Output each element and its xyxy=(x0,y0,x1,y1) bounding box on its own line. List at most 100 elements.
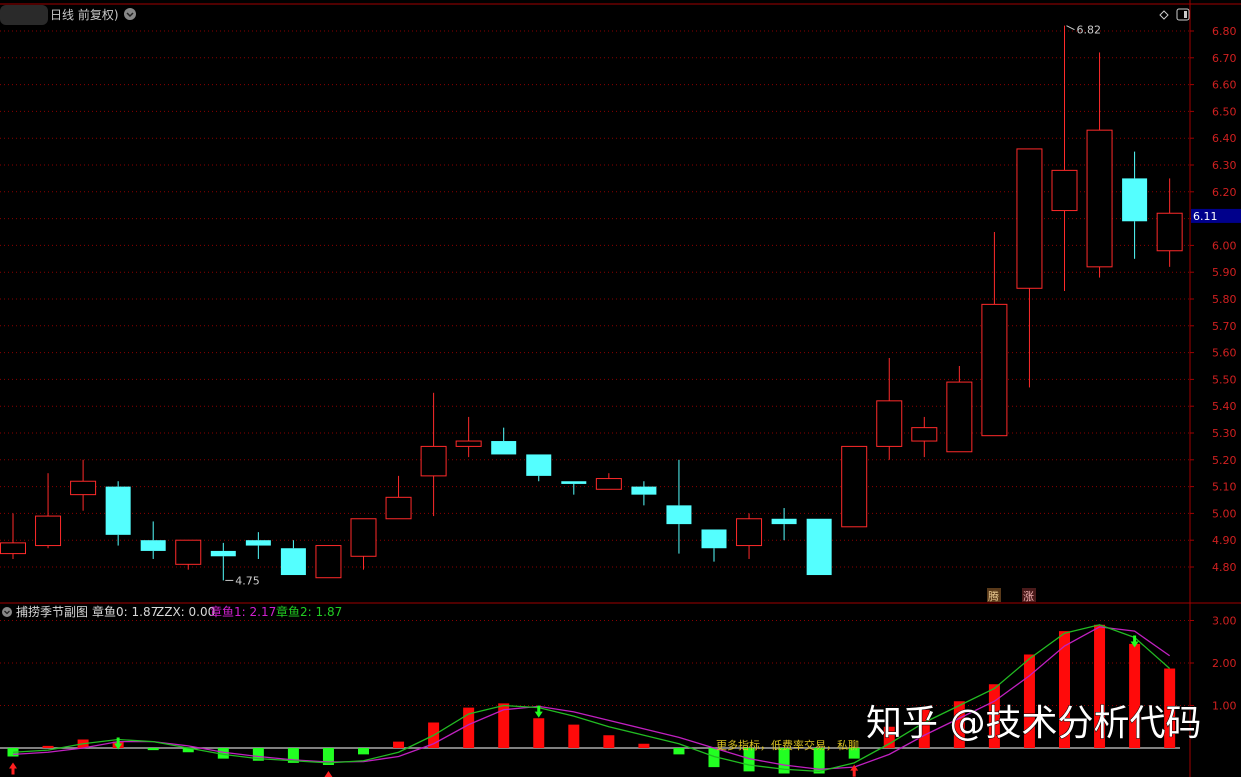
candle-body xyxy=(1016,148,1043,289)
candle xyxy=(946,366,973,453)
indicator-bar xyxy=(778,748,790,774)
legend-item: 章鱼2: 1.87 xyxy=(276,604,342,619)
candle xyxy=(841,445,868,528)
badge-bg xyxy=(1022,588,1036,602)
candle xyxy=(736,513,763,559)
price-tick-label: 6.70 xyxy=(1212,52,1237,65)
indicator-bar xyxy=(358,748,369,755)
indicator-line-章鱼1 xyxy=(12,626,1171,770)
indicator-bar xyxy=(708,748,720,768)
price-tick-label: 6.60 xyxy=(1212,79,1237,92)
candle xyxy=(70,459,97,511)
candle-body xyxy=(806,518,832,576)
candle-body xyxy=(595,478,622,490)
indicator-bar xyxy=(42,745,54,748)
price-tick-label: 5.10 xyxy=(1212,481,1237,494)
price-tick-label: 6.00 xyxy=(1212,239,1237,252)
candle-body xyxy=(666,505,692,525)
indicator-line-章鱼2 xyxy=(12,624,1171,773)
candle xyxy=(175,539,202,570)
chart-title: 日线 前复权) xyxy=(50,7,119,22)
candle xyxy=(631,481,657,506)
candle-body xyxy=(350,518,377,557)
indicator-name: 捕捞季节副图 xyxy=(16,604,88,619)
price-tick-label: 5.70 xyxy=(1212,320,1237,333)
candle-body xyxy=(70,480,97,496)
price-tick-label: 5.00 xyxy=(1212,507,1237,520)
price-tick-label: 5.50 xyxy=(1212,373,1237,386)
indicator-bar xyxy=(533,718,545,748)
candle xyxy=(981,232,1008,437)
candle xyxy=(1156,178,1183,267)
indicator-bar xyxy=(182,748,194,753)
candle xyxy=(105,481,131,546)
candle-body xyxy=(455,440,482,447)
candle xyxy=(1051,25,1078,291)
indicator-bar xyxy=(673,748,685,755)
candle xyxy=(491,427,517,455)
indicator-bar xyxy=(287,748,299,763)
candle-body xyxy=(35,515,62,547)
candle xyxy=(561,481,587,495)
indicator-bar xyxy=(393,741,405,748)
watermark: 知乎 @技术分析代码 xyxy=(866,703,1201,744)
legend-item: 章鱼1: 2.17 xyxy=(210,604,276,619)
panel-toggle-icon[interactable] xyxy=(1176,8,1190,21)
indicator-bar xyxy=(217,748,229,759)
candle xyxy=(280,540,306,576)
candle xyxy=(1122,151,1148,259)
candle-body xyxy=(1051,169,1078,212)
sell-arrow-icon xyxy=(1130,635,1139,648)
candle-body xyxy=(105,486,131,535)
candle-body xyxy=(315,545,342,579)
candle-body xyxy=(771,518,797,525)
candle-body xyxy=(420,445,447,477)
candle-body xyxy=(491,441,517,455)
candle-body xyxy=(701,529,727,549)
candle xyxy=(806,518,832,576)
candle xyxy=(245,532,271,559)
candle xyxy=(385,475,412,520)
candle xyxy=(35,473,62,549)
candle xyxy=(911,416,938,458)
candle-body xyxy=(1122,178,1148,222)
legend-item: ZZX: 0.00 xyxy=(156,605,215,619)
current-price-label: 6.11 xyxy=(1193,210,1218,223)
price-tick-label: 4.90 xyxy=(1212,534,1237,547)
candle-body xyxy=(140,540,166,551)
candle-body xyxy=(175,539,202,565)
blurred-stock-name xyxy=(0,5,48,25)
candle-body xyxy=(245,540,271,546)
indicator-bar xyxy=(883,726,895,748)
candle-body xyxy=(911,427,938,442)
indicator-bar xyxy=(147,748,159,751)
indicator-bar xyxy=(1023,654,1035,748)
promo-text: 更多指标，低费率交易，私聊 xyxy=(716,738,859,752)
indicator-bar xyxy=(743,748,755,772)
indicator-legend: 章鱼0: 1.87ZZX: 0.00章鱼1: 2.17章鱼2: 1.87 xyxy=(92,604,342,619)
indicator-bar xyxy=(988,684,1000,748)
price-tick-label: 4.80 xyxy=(1212,561,1237,574)
candle-body xyxy=(210,550,236,557)
candle-body xyxy=(946,381,973,453)
candle xyxy=(526,454,552,482)
chevron-down-circle-icon[interactable] xyxy=(124,8,136,20)
panel-toggle-icon-part xyxy=(1184,11,1187,18)
candle xyxy=(701,529,727,562)
sell-arrow-icon xyxy=(534,705,543,718)
buy-arrow-icon xyxy=(850,764,859,777)
high-price-label: 6.82 xyxy=(1077,24,1102,37)
buy-arrow-icon xyxy=(324,771,333,777)
candle xyxy=(315,545,342,579)
candle xyxy=(595,473,622,490)
indicator-menu-icon[interactable] xyxy=(2,607,12,617)
candle xyxy=(666,459,692,554)
candle-body xyxy=(841,445,868,528)
candle-body xyxy=(1156,212,1183,252)
buy-arrow-icon xyxy=(9,762,17,775)
diamond-icon[interactable] xyxy=(1159,10,1169,20)
price-tick-label: 6.50 xyxy=(1212,105,1237,118)
price-tick-label: 5.90 xyxy=(1212,266,1237,279)
candle-body xyxy=(561,481,587,484)
